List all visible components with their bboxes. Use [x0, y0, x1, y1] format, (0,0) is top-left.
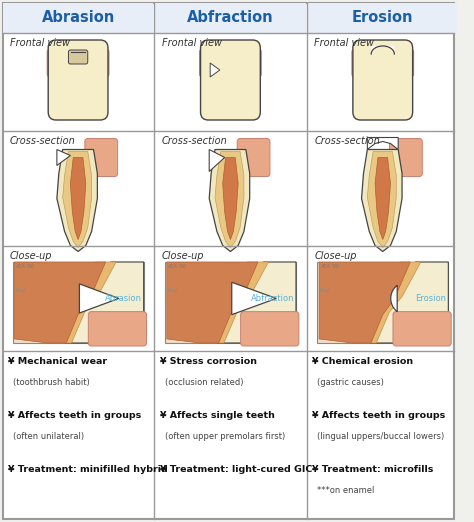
- FancyBboxPatch shape: [317, 262, 448, 343]
- Text: ¥ Affects teeth in groups: ¥ Affects teeth in groups: [8, 411, 141, 420]
- Text: Cross-section: Cross-section: [162, 136, 228, 146]
- Text: Frontal view: Frontal view: [314, 38, 374, 48]
- Text: ¥ Treatment: minifilled hybrid: ¥ Treatment: minifilled hybrid: [8, 465, 167, 474]
- Polygon shape: [362, 149, 402, 252]
- Text: AEA '90: AEA '90: [16, 264, 35, 269]
- Text: Pulp: Pulp: [320, 288, 331, 293]
- Text: ¥ Mechanical wear: ¥ Mechanical wear: [8, 357, 107, 366]
- Polygon shape: [57, 149, 70, 165]
- Polygon shape: [367, 151, 396, 247]
- FancyBboxPatch shape: [352, 49, 414, 77]
- FancyBboxPatch shape: [85, 138, 118, 176]
- Text: ¥ Treatment: light-cured GIC: ¥ Treatment: light-cured GIC: [160, 465, 312, 474]
- Text: Close-up: Close-up: [9, 251, 52, 261]
- Text: (gastric causes): (gastric causes): [317, 377, 384, 386]
- FancyBboxPatch shape: [201, 40, 260, 120]
- Polygon shape: [371, 46, 394, 54]
- Polygon shape: [167, 262, 258, 343]
- Polygon shape: [209, 149, 250, 252]
- FancyBboxPatch shape: [241, 312, 299, 346]
- FancyBboxPatch shape: [47, 49, 109, 77]
- FancyBboxPatch shape: [200, 49, 261, 77]
- Text: Pulp: Pulp: [168, 288, 178, 293]
- Polygon shape: [375, 158, 391, 240]
- Text: ¥ Treatment: microfills: ¥ Treatment: microfills: [312, 465, 434, 474]
- FancyBboxPatch shape: [3, 3, 153, 33]
- Polygon shape: [367, 137, 398, 149]
- FancyBboxPatch shape: [165, 262, 296, 343]
- FancyBboxPatch shape: [88, 312, 146, 346]
- FancyBboxPatch shape: [3, 3, 454, 519]
- Text: ¥ Affects teeth in groups: ¥ Affects teeth in groups: [312, 411, 446, 420]
- Polygon shape: [209, 149, 225, 172]
- Polygon shape: [80, 284, 119, 313]
- Text: Abfraction: Abfraction: [187, 10, 274, 26]
- Text: ***on enamel: ***on enamel: [317, 485, 374, 494]
- Polygon shape: [319, 262, 410, 343]
- Polygon shape: [232, 282, 276, 315]
- Text: (occlusion related): (occlusion related): [165, 377, 243, 386]
- Polygon shape: [370, 262, 448, 343]
- Polygon shape: [356, 262, 421, 343]
- Text: Pulp: Pulp: [16, 288, 26, 293]
- Polygon shape: [217, 262, 296, 343]
- FancyBboxPatch shape: [390, 138, 422, 176]
- FancyBboxPatch shape: [308, 3, 458, 33]
- Text: Close-up: Close-up: [162, 251, 204, 261]
- FancyBboxPatch shape: [12, 262, 144, 343]
- Text: Cross-section: Cross-section: [314, 136, 380, 146]
- Text: Close-up: Close-up: [314, 251, 357, 261]
- Text: Frontal view: Frontal view: [162, 38, 222, 48]
- Polygon shape: [223, 158, 238, 240]
- Text: AEA '90: AEA '90: [320, 264, 339, 269]
- Polygon shape: [63, 151, 91, 247]
- Polygon shape: [52, 262, 116, 343]
- Polygon shape: [65, 262, 144, 343]
- Text: (often unilateral): (often unilateral): [12, 432, 83, 441]
- FancyBboxPatch shape: [68, 50, 88, 64]
- Text: Cross-section: Cross-section: [9, 136, 75, 146]
- Text: Abrasion: Abrasion: [41, 10, 115, 26]
- Text: Erosion: Erosion: [352, 10, 413, 26]
- Polygon shape: [391, 286, 397, 312]
- Text: Abfraction: Abfraction: [251, 294, 294, 303]
- Text: (often upper premolars first): (often upper premolars first): [165, 432, 285, 441]
- Text: Erosion: Erosion: [415, 294, 447, 303]
- Text: ¥ Chemical erosion: ¥ Chemical erosion: [312, 357, 413, 366]
- Text: (lingual uppers/buccal lowers): (lingual uppers/buccal lowers): [317, 432, 445, 441]
- Polygon shape: [57, 149, 97, 252]
- Text: ¥ Affects single teeth: ¥ Affects single teeth: [160, 411, 275, 420]
- FancyBboxPatch shape: [48, 40, 108, 120]
- Text: AEA '90: AEA '90: [168, 264, 187, 269]
- Text: (toothbrush habit): (toothbrush habit): [12, 377, 89, 386]
- FancyBboxPatch shape: [155, 3, 306, 33]
- FancyBboxPatch shape: [353, 40, 413, 120]
- Polygon shape: [15, 262, 106, 343]
- Text: Abrasion: Abrasion: [105, 294, 142, 303]
- FancyBboxPatch shape: [237, 138, 270, 176]
- Polygon shape: [70, 158, 86, 240]
- FancyBboxPatch shape: [393, 312, 451, 346]
- Polygon shape: [204, 262, 268, 343]
- Text: ¥ Stress corrosion: ¥ Stress corrosion: [160, 357, 257, 366]
- Polygon shape: [215, 151, 244, 247]
- Polygon shape: [210, 63, 220, 77]
- Text: Frontal view: Frontal view: [9, 38, 70, 48]
